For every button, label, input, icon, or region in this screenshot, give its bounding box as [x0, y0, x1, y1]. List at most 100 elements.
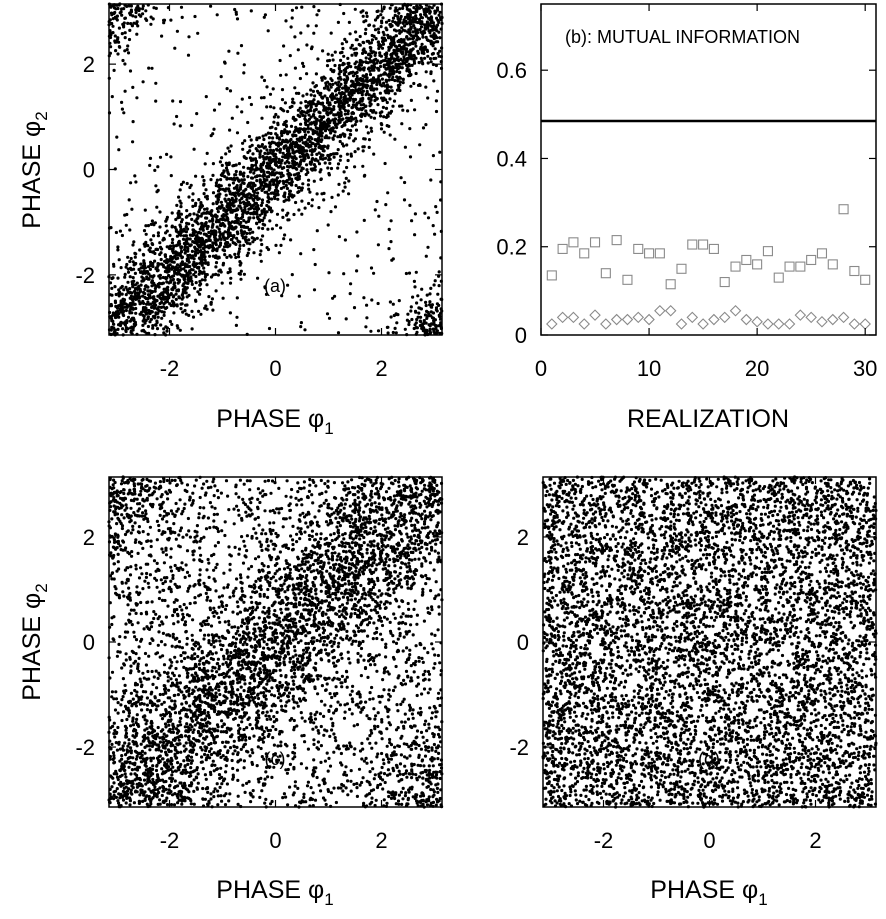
y-tick-label: 0 — [83, 158, 95, 183]
mi-square-point — [773, 272, 784, 283]
mi-square-point — [611, 235, 622, 246]
mi-diamond-point — [697, 318, 709, 330]
mi-diamond-point — [632, 311, 645, 324]
x-tick-label: 0 — [269, 828, 281, 853]
mi-square-point — [752, 259, 763, 270]
panel-d-ticks — [543, 477, 876, 807]
mi-square-point — [741, 254, 752, 266]
y-tick-label: 0 — [517, 630, 529, 655]
mi-square-point — [568, 237, 579, 248]
x-tick-label: 2 — [375, 828, 387, 853]
panel-d-label: (d) — [698, 749, 720, 769]
y-tick-label: 0.6 — [496, 58, 527, 83]
panel-c-points — [107, 475, 444, 809]
mi-square-point — [579, 248, 590, 259]
x-tick-label: -2 — [594, 828, 614, 853]
x-tick-label: 0 — [535, 356, 547, 381]
panel-d-points — [541, 475, 878, 809]
mi-square-point — [644, 248, 655, 259]
panel-b-ticks — [540, 4, 876, 336]
panel-a-ytick-labels: -2 0 2 — [75, 52, 95, 288]
panel-c-ticks — [109, 477, 442, 807]
mi-square-point — [806, 254, 817, 266]
mi-diamond-point — [643, 313, 655, 326]
mi-square-point — [860, 274, 871, 285]
mi-diamond-point — [708, 313, 720, 326]
mi-diamond-point — [600, 318, 612, 330]
y-tick-label: -2 — [509, 735, 529, 760]
mi-diamond-point — [718, 311, 731, 324]
panel-c: -2 0 2 -2 0 2 (c) PHASE φ1 PHASE φ2 — [18, 475, 444, 909]
panel-a-label: (a) — [264, 276, 286, 296]
x-tick-label: -2 — [160, 356, 180, 381]
mi-square-point — [719, 276, 730, 288]
panel-b-annotation: (b): MUTUAL INFORMATION — [565, 27, 800, 47]
y-tick-label: 0 — [515, 323, 527, 348]
mi-diamond-point — [805, 311, 817, 324]
mi-diamond-point — [816, 315, 828, 328]
mi-square-point — [654, 248, 665, 259]
mi-square-point — [698, 239, 709, 250]
panel-b-ytick-labels: 0 0.2 0.4 0.6 — [496, 58, 527, 348]
y-tick-label: 2 — [83, 525, 95, 550]
mi-diamond-point — [729, 304, 742, 317]
panel-c-label: (c) — [265, 749, 286, 769]
panel-d: -2 0 2 -2 0 2 (d) PHASE φ1 — [509, 475, 878, 909]
mi-diamond-point — [826, 313, 839, 326]
mi-diamond-point — [740, 313, 753, 326]
panel-d-xlabel: PHASE φ1 — [650, 876, 767, 909]
mi-diamond-point — [772, 318, 785, 330]
mi-square-point — [784, 261, 795, 272]
mi-diamond-point — [610, 313, 623, 326]
x-tick-label: 0 — [269, 356, 281, 381]
x-tick-label: 0 — [703, 828, 715, 853]
y-tick-label: -2 — [75, 263, 95, 288]
mi-diamond-point — [621, 313, 634, 326]
mi-diamond-point — [859, 318, 871, 330]
y-tick-label: 0.2 — [496, 235, 527, 260]
mi-square-point — [708, 243, 719, 254]
panel-a-ticks — [109, 4, 442, 335]
mi-square-point — [546, 270, 557, 281]
panel-b-xlabel: REALIZATION — [627, 405, 789, 433]
mi-diamond-point — [567, 311, 580, 324]
panel-c-xlabel: PHASE φ1 — [216, 876, 333, 909]
y-tick-label: 0 — [83, 630, 95, 655]
panel-c-ylabel: PHASE φ2 — [18, 583, 51, 700]
mi-square-point — [600, 268, 611, 279]
panel-b-frame — [540, 3, 877, 336]
phase-points — [107, 475, 444, 809]
mi-diamond-point — [675, 318, 688, 330]
panel-a: -2 0 2 -2 0 2 (a) PHASE φ1 PHASE φ2 — [18, 2, 444, 438]
mi-square-point — [849, 265, 860, 277]
mi-diamond-point — [848, 318, 861, 330]
mi-diamond-point — [762, 318, 774, 330]
y-tick-label: 2 — [517, 525, 529, 550]
mi-square-point — [676, 263, 687, 274]
y-tick-label: -2 — [75, 735, 95, 760]
mi-square-point — [589, 237, 601, 248]
mi-square-point — [622, 274, 633, 285]
mi-square-point — [816, 248, 828, 259]
y-tick-label: 0.4 — [496, 146, 527, 171]
panel-d-xtick-labels: -2 0 2 — [594, 828, 822, 853]
phase-points — [541, 475, 878, 809]
mi-diamond-point — [686, 311, 699, 324]
panel-a-points — [107, 2, 444, 337]
mi-square-point — [730, 261, 741, 272]
mi-diamond-point — [783, 318, 796, 330]
mi-square-point — [557, 243, 568, 254]
x-tick-label: 2 — [375, 356, 387, 381]
panel-a-xtick-labels: -2 0 2 — [160, 356, 388, 381]
mi-square-point — [838, 204, 849, 215]
mi-diamond-point — [837, 311, 850, 324]
panel-b-points — [546, 204, 871, 330]
mi-diamond-point — [751, 315, 763, 328]
mi-diamond-point — [589, 309, 601, 321]
x-tick-label: 10 — [637, 356, 661, 381]
panel-a-xlabel: PHASE φ1 — [216, 405, 333, 438]
panel-c-ytick-labels: -2 0 2 — [75, 525, 95, 760]
mi-square-point — [827, 259, 838, 270]
